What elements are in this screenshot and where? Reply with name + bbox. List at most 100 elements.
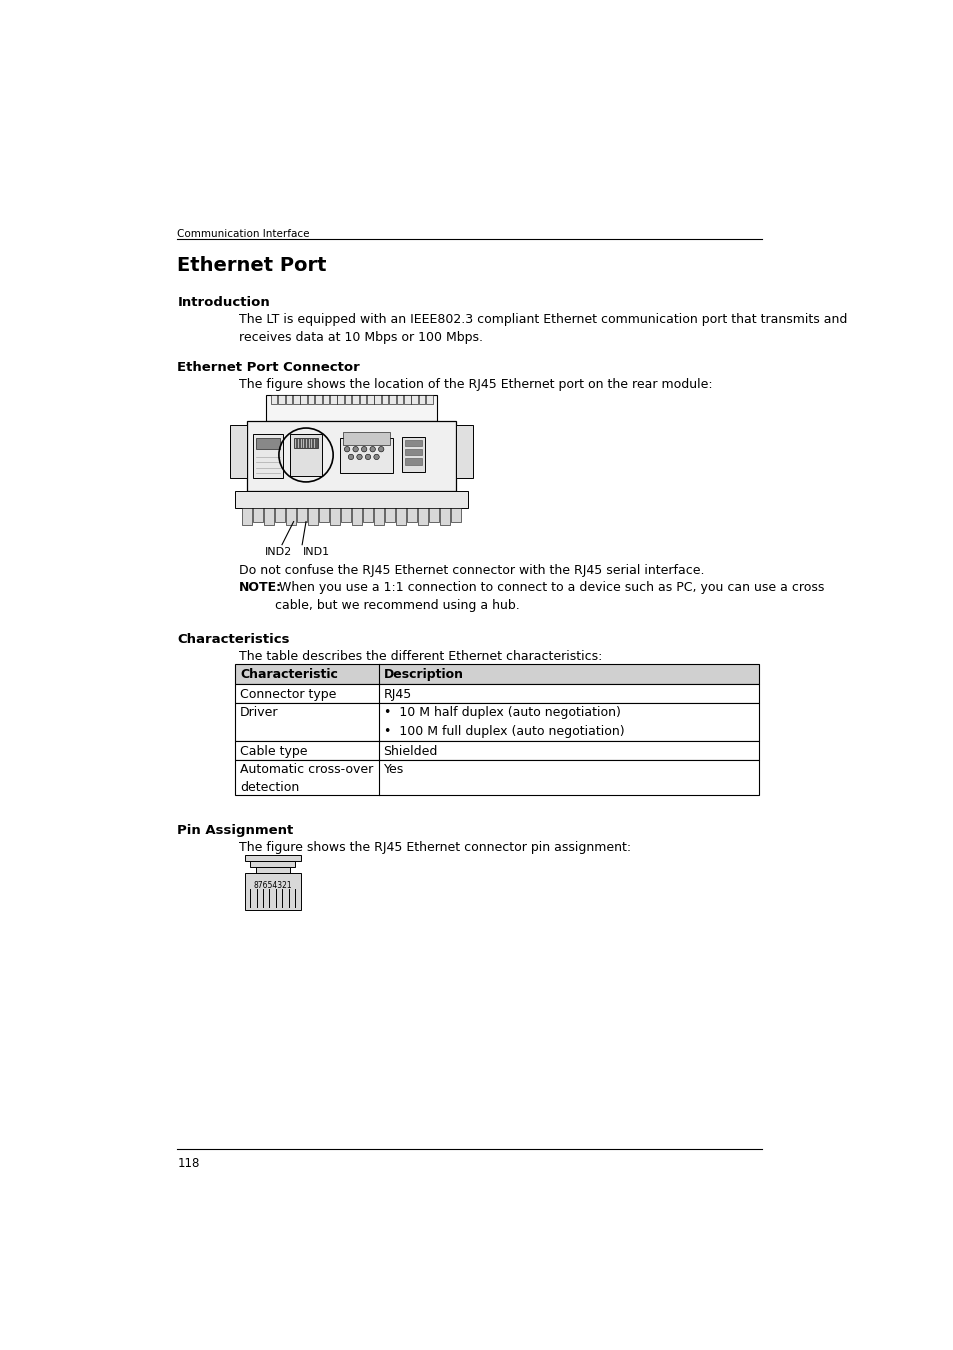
Bar <box>314 394 321 404</box>
Bar <box>235 664 758 684</box>
Bar <box>253 433 282 478</box>
Bar <box>407 508 417 521</box>
Bar <box>341 508 351 521</box>
Bar <box>385 508 395 521</box>
Bar <box>235 760 758 795</box>
Bar <box>374 394 380 404</box>
Text: Characteristic: Characteristic <box>240 668 337 680</box>
Bar <box>271 394 277 404</box>
Bar <box>255 439 280 450</box>
Bar <box>411 394 417 404</box>
Text: Description: Description <box>383 668 463 680</box>
Bar <box>286 508 296 525</box>
Bar <box>389 394 395 404</box>
Text: The table describes the different Ethernet characteristics:: The table describes the different Ethern… <box>239 651 602 663</box>
Bar <box>322 394 329 404</box>
Text: Cable type: Cable type <box>240 745 307 757</box>
Text: •  10 M half duplex (auto negotiation)
•  100 M full duplex (auto negotiation): • 10 M half duplex (auto negotiation) • … <box>383 706 623 738</box>
Bar <box>429 508 439 521</box>
Circle shape <box>353 447 358 452</box>
Bar <box>278 394 285 404</box>
Bar <box>363 508 373 521</box>
Text: Automatic cross-over
detection: Automatic cross-over detection <box>240 763 373 794</box>
Bar <box>308 394 314 404</box>
Circle shape <box>344 447 350 452</box>
Circle shape <box>374 454 379 459</box>
Text: IND2: IND2 <box>264 547 292 558</box>
Bar <box>426 394 433 404</box>
Text: Pin Assignment: Pin Assignment <box>177 825 294 837</box>
Text: When you use a 1:1 connection to connect to a device such as PC, you can use a c: When you use a 1:1 connection to connect… <box>274 580 823 612</box>
Bar <box>230 425 247 478</box>
Bar <box>359 394 366 404</box>
Bar <box>451 508 461 521</box>
Circle shape <box>365 454 371 459</box>
Bar <box>296 508 307 521</box>
Bar <box>405 459 422 464</box>
Circle shape <box>361 447 367 452</box>
Bar <box>242 508 252 525</box>
Bar <box>294 439 318 448</box>
Text: Do not confuse the RJ45 Ethernet connector with the RJ45 serial interface.: Do not confuse the RJ45 Ethernet connect… <box>239 564 704 576</box>
Bar <box>235 741 758 760</box>
Text: Driver: Driver <box>240 706 278 720</box>
Text: Shielded: Shielded <box>383 745 437 757</box>
Bar <box>250 861 294 867</box>
Circle shape <box>356 454 362 459</box>
Text: Ethernet Port Connector: Ethernet Port Connector <box>177 360 359 374</box>
Bar <box>235 702 758 741</box>
Bar <box>245 855 300 861</box>
Text: 87654321: 87654321 <box>253 882 292 890</box>
Text: Communication Interface: Communication Interface <box>177 230 310 239</box>
Circle shape <box>378 447 383 452</box>
Bar <box>330 508 340 525</box>
Text: Characteristics: Characteristics <box>177 633 290 647</box>
Bar <box>402 437 425 471</box>
Bar <box>235 684 758 702</box>
Circle shape <box>348 454 354 459</box>
Bar <box>247 421 456 491</box>
Text: Yes: Yes <box>383 763 403 776</box>
Bar <box>308 508 318 525</box>
Text: 118: 118 <box>177 1157 199 1170</box>
Bar <box>319 508 329 521</box>
Bar <box>439 508 450 525</box>
Bar <box>235 491 468 508</box>
Bar <box>285 394 292 404</box>
Bar <box>255 867 290 873</box>
Bar <box>403 394 410 404</box>
Bar <box>405 440 422 446</box>
Bar <box>274 508 285 521</box>
Text: Connector type: Connector type <box>240 688 336 701</box>
Bar <box>266 394 436 421</box>
Text: Ethernet Port: Ethernet Port <box>177 256 327 275</box>
Bar <box>253 508 263 521</box>
Bar <box>300 394 307 404</box>
Bar <box>381 394 388 404</box>
Bar <box>245 873 300 910</box>
Text: The LT is equipped with an IEEE802.3 compliant Ethernet communication port that : The LT is equipped with an IEEE802.3 com… <box>239 313 847 344</box>
Bar <box>396 394 403 404</box>
Bar <box>290 433 322 477</box>
Bar <box>374 508 384 525</box>
Bar <box>344 394 351 404</box>
Text: RJ45: RJ45 <box>383 688 412 701</box>
Bar <box>352 508 362 525</box>
Bar <box>337 394 344 404</box>
Bar <box>418 394 425 404</box>
Text: The figure shows the location of the RJ45 Ethernet port on the rear module:: The figure shows the location of the RJ4… <box>239 378 712 390</box>
Bar <box>405 450 422 455</box>
Text: IND1: IND1 <box>302 547 330 558</box>
Bar <box>330 394 336 404</box>
Text: NOTE:: NOTE: <box>239 580 282 594</box>
Bar <box>343 432 390 444</box>
Bar <box>293 394 299 404</box>
Bar <box>352 394 358 404</box>
Text: Introduction: Introduction <box>177 296 270 309</box>
Bar <box>340 439 393 472</box>
Circle shape <box>370 447 375 452</box>
Text: The figure shows the RJ45 Ethernet connector pin assignment:: The figure shows the RJ45 Ethernet conne… <box>239 841 631 855</box>
Bar <box>264 508 274 525</box>
Bar <box>456 425 473 478</box>
Bar <box>417 508 428 525</box>
